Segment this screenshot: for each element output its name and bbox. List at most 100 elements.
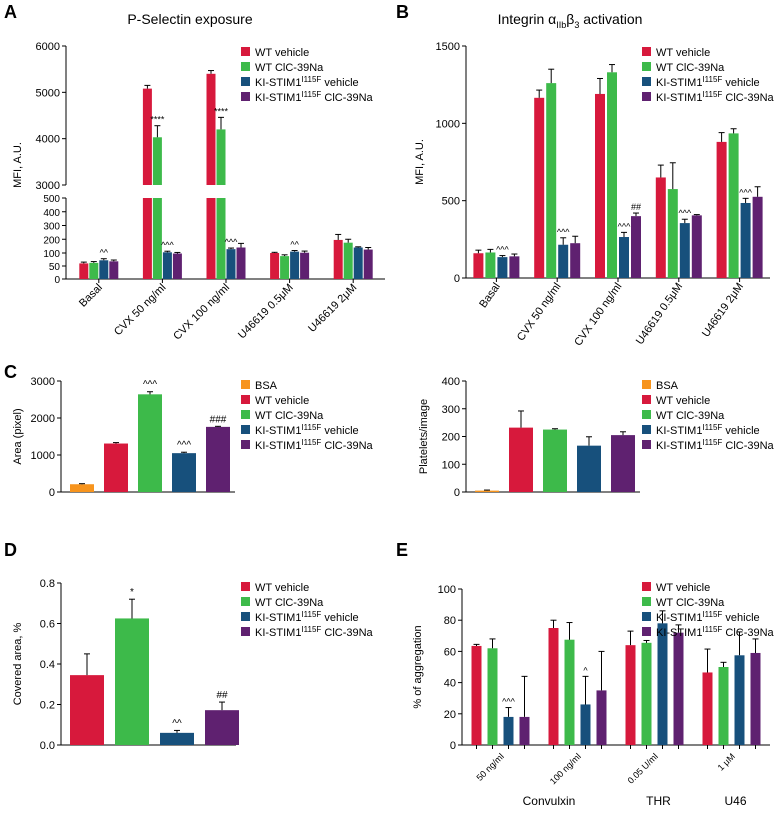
panel-b-bar: [509, 256, 520, 278]
legend-swatch: [241, 92, 250, 101]
legend-swatch: [241, 77, 250, 86]
panel-c-left-y-tick-label: 1000: [31, 450, 55, 462]
legend-label: WT ClC-39Na: [255, 62, 324, 74]
panel-b-chart: 0 500 1000 1500 MFI, A.U. Basal CVX 50 ng/ml CV…: [414, 41, 770, 348]
panel-b-bar: [534, 97, 545, 279]
legend-swatch: [642, 627, 651, 636]
panel-d-bar: [160, 732, 194, 745]
panel-c-left-bar: [206, 426, 230, 492]
panel-a-annotation: ****: [214, 106, 229, 116]
panel-d-bar: [115, 618, 149, 745]
legend-swatch: [642, 582, 651, 591]
panel-b-bar: [631, 216, 641, 278]
legend-label: KI-STIM1I115F vehicle: [255, 75, 359, 89]
panel-a-bar: [280, 256, 290, 279]
panel-letter-e: E: [396, 540, 408, 560]
panel-a-annotation: ****: [150, 115, 165, 125]
panel-a-bar: [300, 252, 310, 279]
panel-c-left-annotation: ###: [210, 414, 227, 425]
panel-c-right-y-tick-label: 400: [442, 376, 460, 388]
panel-b-annotation: ##: [631, 202, 641, 212]
legend-label: KI-STIM1I115F ClC-39Na: [656, 90, 775, 104]
panel-a-bar: [353, 247, 363, 279]
legend-swatch: [642, 77, 651, 86]
panel-a-y-tick-label: 100: [43, 249, 60, 260]
panel-a-bar: [152, 198, 162, 279]
panel-d-y-tick-label: 0.0: [40, 740, 55, 752]
panel-a-y-tick-label: 3000: [36, 180, 60, 192]
legend-label: BSA: [656, 380, 679, 392]
legend-swatch: [241, 425, 250, 434]
panel-e-bar: [548, 628, 559, 745]
panel-letter-d: D: [4, 540, 17, 560]
panel-e-bar: [503, 716, 514, 745]
panel-a-bar: [162, 252, 172, 279]
panel-e-bar: [471, 645, 482, 745]
panel-b-bar: [570, 243, 581, 278]
panel-e-bar: [657, 623, 668, 745]
legend-swatch: [642, 612, 651, 621]
legend-label: KI-STIM1I115F vehicle: [656, 423, 760, 437]
panel-e-bar: [641, 642, 652, 745]
panel-e-bar: [673, 632, 684, 745]
panel-d-y-axis-label: Covered area, %: [12, 623, 24, 706]
panel-e-group-label: Convulxin: [523, 794, 576, 808]
legend-swatch: [642, 425, 651, 434]
panel-a-bar: [172, 253, 182, 279]
panel-a-bar: [216, 129, 226, 185]
panel-a-annotation: ^^: [290, 240, 299, 250]
panel-d-annotation: ##: [216, 690, 228, 701]
panel-b-annotation: ^^^: [739, 187, 752, 197]
legend-label: WT ClC-39Na: [656, 410, 725, 422]
panel-a-bar: [290, 251, 300, 279]
panel-b-bar: [595, 93, 605, 279]
legend-label: WT vehicle: [255, 395, 309, 407]
panel-d-annotation: ^^: [172, 718, 182, 729]
legend-swatch: [241, 395, 250, 404]
legend-label: WT ClC-39Na: [255, 597, 324, 609]
legend-label: KI-STIM1I115F vehicle: [255, 423, 359, 437]
panel-c-left-y-tick-label: 2000: [31, 413, 55, 425]
legend-swatch: [241, 410, 250, 419]
panel-b-bar: [728, 133, 739, 278]
panel-b-annotation: ^^^: [618, 221, 631, 231]
panel-b-bar: [691, 215, 702, 278]
legend-swatch: [241, 47, 250, 56]
legend-label: WT ClC-39Na: [656, 597, 725, 609]
panel-a-y-tick-label: 400: [43, 208, 60, 219]
panel-e-y-tick-label: 20: [444, 709, 456, 721]
panel-a-bar: [236, 247, 246, 279]
panel-e-group-label: THR: [646, 794, 671, 808]
legend-swatch: [642, 62, 651, 71]
panel-a-title: P-Selectin exposure: [127, 11, 253, 27]
panel-c-left-y-tick-label: 3000: [31, 376, 55, 388]
panel-c-left-bar: [104, 443, 128, 492]
panel-a-bar: [142, 198, 152, 279]
legend-label: WT vehicle: [656, 47, 710, 59]
panel-e-y-tick-label: 40: [444, 678, 456, 690]
panel-e-x-tick-label: 100 ng/ml: [548, 751, 583, 786]
legend-swatch: [642, 410, 651, 419]
panel-c-right-y-tick-label: 0: [454, 487, 460, 499]
panel-a-bar: [216, 198, 226, 279]
panel-a-y-tick-label: 4000: [36, 134, 60, 146]
panel-c-right-bar: [577, 445, 601, 492]
panel-e-bar: [734, 655, 745, 745]
panel-a-y-tick-label: 5000: [36, 87, 60, 99]
panel-b-bar: [497, 257, 508, 278]
panel-b-bar: [485, 252, 496, 278]
panel-e-y-tick-label: 60: [444, 646, 456, 658]
panel-a-x-tick-label: CVX 100 ng/ml: [171, 282, 232, 343]
panel-c-right-bar: [543, 429, 567, 492]
legend-label: KI-STIM1I115F vehicle: [656, 610, 760, 624]
panel-e-y-axis-label: % of aggregation: [412, 625, 424, 708]
panel-c-right-bar: [509, 427, 533, 492]
panel-b-x-tick-label: Basal: [477, 281, 503, 310]
panel-e-bar: [596, 690, 607, 745]
panel-a-bar: [226, 249, 236, 279]
panel-b-annotation: ^^^: [678, 208, 691, 218]
panel-a-annotation: ^^^: [161, 240, 174, 250]
panel-b-x-tick-label: CVX 50 ng/ml: [515, 281, 564, 343]
